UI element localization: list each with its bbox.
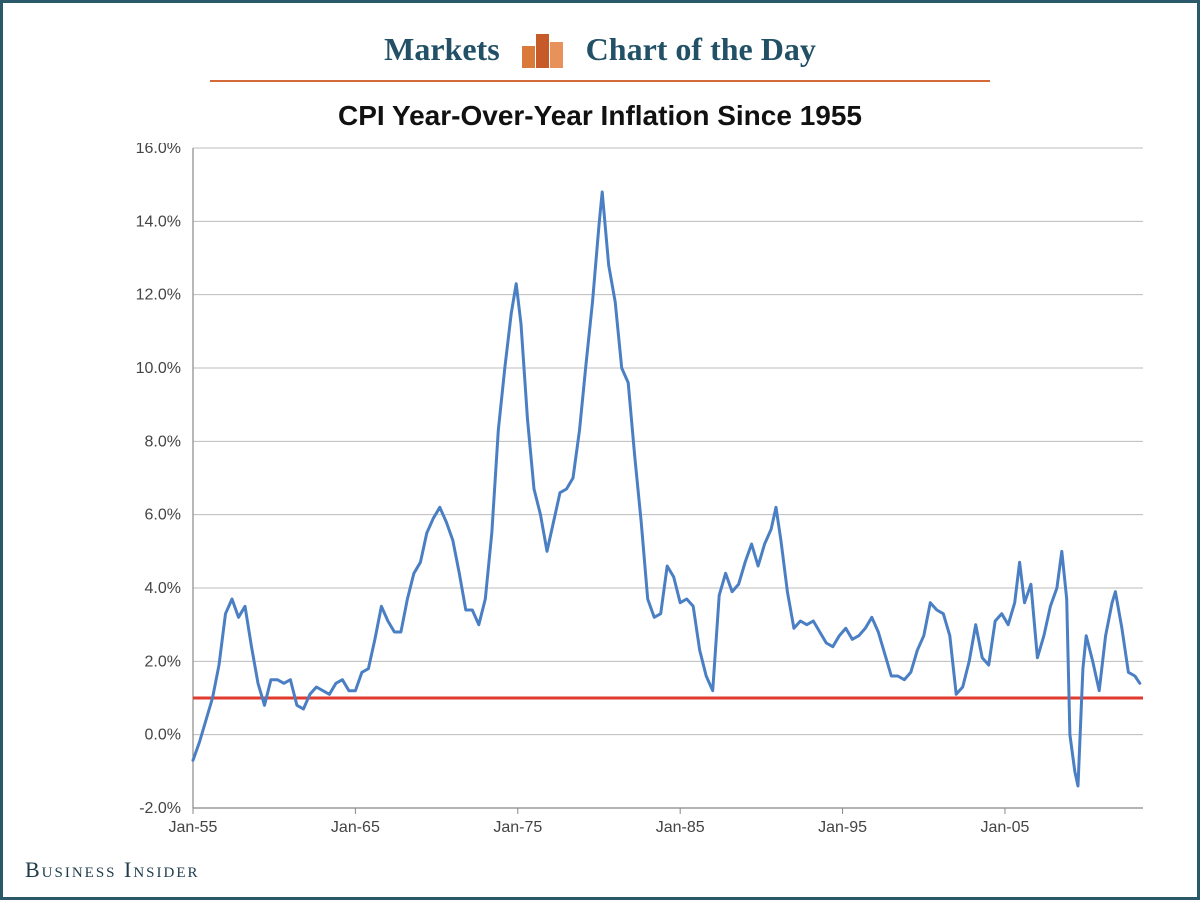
svg-text:4.0%: 4.0%	[145, 580, 181, 597]
chart-svg: -2.0% 0.0% 2.0% 4.0% 6.0% 8.0% 10.0% 12.0% 14.0%…	[63, 143, 1153, 833]
header-left-text: Markets	[384, 31, 500, 68]
svg-text:14.0%: 14.0%	[136, 213, 181, 230]
svg-text:Jan-95: Jan-95	[818, 819, 867, 833]
header: Markets Chart of the Day	[3, 3, 1197, 82]
header-rule	[210, 80, 990, 82]
svg-text:Jan-85: Jan-85	[656, 819, 705, 833]
header-line: Markets Chart of the Day	[384, 31, 816, 68]
svg-text:0.0%: 0.0%	[145, 727, 181, 744]
svg-text:8.0%: 8.0%	[145, 433, 181, 450]
bars-icon	[522, 32, 564, 68]
svg-text:16.0%: 16.0%	[136, 143, 181, 157]
svg-text:Jan-75: Jan-75	[493, 819, 542, 833]
svg-text:Jan-05: Jan-05	[981, 819, 1030, 833]
footer-brand: Business Insider	[25, 857, 200, 883]
svg-text:6.0%: 6.0%	[145, 507, 181, 524]
svg-text:2.0%: 2.0%	[145, 653, 181, 670]
svg-text:10.0%: 10.0%	[136, 360, 181, 377]
chart-area: -2.0% 0.0% 2.0% 4.0% 6.0% 8.0% 10.0% 12.0% 14.0%…	[63, 143, 1153, 833]
svg-text:12.0%: 12.0%	[136, 287, 181, 304]
svg-text:Jan-55: Jan-55	[169, 819, 218, 833]
svg-text:-2.0%: -2.0%	[139, 800, 181, 817]
svg-text:Jan-65: Jan-65	[331, 819, 380, 833]
chart-title: CPI Year-Over-Year Inflation Since 1955	[3, 100, 1197, 132]
chart-frame: Markets Chart of the Day CPI Year-Over-Y…	[0, 0, 1200, 900]
header-right-text: Chart of the Day	[586, 31, 816, 68]
